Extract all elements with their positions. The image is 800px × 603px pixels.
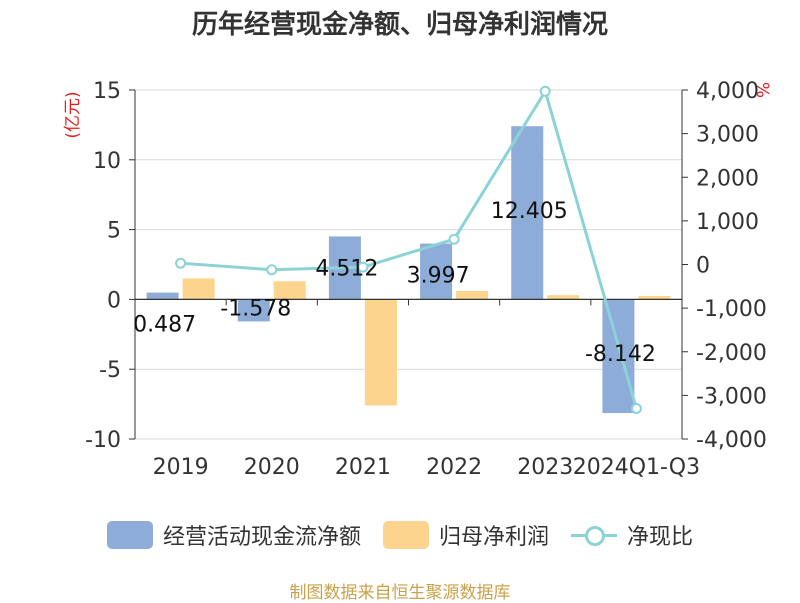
- legend-label-cashflow: 经营活动现金流净额: [162, 525, 361, 550]
- right-tick-label: -4,000: [696, 428, 767, 453]
- left-tick-label: -10: [85, 428, 121, 453]
- ratio-point: [539, 85, 551, 97]
- ratio-point: [448, 233, 460, 245]
- x-tick-label: 2022: [426, 455, 482, 480]
- ratio-line: [175, 85, 642, 414]
- ratio-point: [175, 257, 187, 269]
- ratio-point: [266, 264, 278, 276]
- source-note: 制图数据来自恒生聚源数据库: [289, 583, 511, 603]
- cashflow-bar: [146, 292, 179, 300]
- x-tick-label: 2024Q1-Q3: [573, 455, 700, 480]
- legend-item-ratio[interactable]: 净现比: [571, 519, 693, 551]
- cashflow-data-label: -8.142: [585, 342, 656, 367]
- right-tick-label: 1,000: [696, 210, 759, 235]
- data-labels: 0.487 -1.578 4.512 3.997 12.405 -8.142: [133, 199, 656, 367]
- cashflow-data-label: 12.405: [491, 199, 568, 224]
- axes: -10 -5 0 5 10 15 -4,000 -3,000 -2,000 -1,000 0 1,00…: [85, 79, 767, 480]
- cashflow-data-label: 0.487: [133, 313, 196, 338]
- cashflow-bar: [511, 126, 544, 300]
- left-tick-label: 15: [93, 79, 121, 104]
- ratio-point: [630, 402, 642, 414]
- right-tick-label: -2,000: [696, 341, 767, 366]
- right-tick-label: -3,000: [696, 384, 767, 409]
- right-tick-label: 0: [696, 254, 710, 279]
- netprofit-bar: [638, 295, 671, 300]
- netprofit-bar: [182, 278, 215, 300]
- left-tick-label: -5: [99, 358, 121, 383]
- legend-item-cashflow[interactable]: 经营活动现金流净额: [106, 519, 361, 551]
- right-tick-label: -1,000: [696, 297, 767, 322]
- legend-swatch-netprofit: [382, 521, 429, 549]
- legend-item-netprofit[interactable]: 归母净利润: [382, 519, 549, 551]
- right-tick-label: 3,000: [696, 123, 759, 148]
- x-tick-label: 2019: [153, 455, 209, 480]
- netprofit-bar: [364, 299, 397, 406]
- left-tick-label: 5: [107, 219, 121, 244]
- x-tick-label: 2021: [335, 455, 391, 480]
- right-axis-unit: %: [752, 82, 772, 98]
- cashflow-data-label: 3.997: [407, 264, 470, 289]
- cashflow-bar: [420, 243, 453, 300]
- right-tick-label: 4,000: [696, 79, 759, 104]
- cashflow-data-label: -1.578: [220, 296, 291, 321]
- netprofit-bar: [456, 291, 489, 300]
- netprofit-bar: [547, 295, 580, 300]
- bars: [146, 126, 671, 414]
- cashflow-data-label: 4.512: [315, 256, 378, 281]
- x-tick-label: 2023: [517, 455, 573, 480]
- cashflow-bar: [602, 299, 635, 414]
- legend-swatch-ratio: [571, 521, 617, 549]
- chart-title: 历年经营现金净额、归母净利润情况: [191, 10, 608, 40]
- cashflow-bar: [237, 299, 270, 322]
- legend: 经营活动现金流净额 归母净利润 净现比: [0, 518, 800, 552]
- legend-label-netprofit: 归母净利润: [438, 525, 549, 550]
- right-tick-label: 2,000: [696, 166, 759, 191]
- left-tick-label: 10: [93, 149, 121, 174]
- left-tick-label: 0: [107, 288, 121, 313]
- ratio-polyline: [180, 87, 638, 409]
- ratio-point: [357, 261, 369, 273]
- left-axis-unit: (亿元): [63, 91, 83, 138]
- legend-label-ratio: 净现比: [627, 525, 694, 550]
- x-tick-label: 2020: [244, 455, 300, 480]
- netprofit-bar: [273, 281, 306, 300]
- legend-swatch-cashflow: [106, 521, 153, 549]
